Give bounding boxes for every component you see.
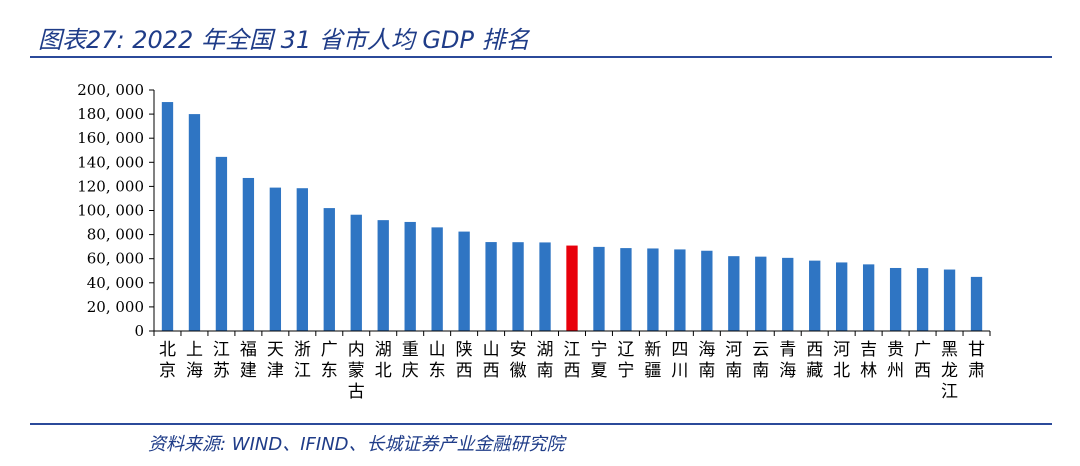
y-tick-label: 120, 000 <box>77 177 144 195</box>
x-category-label: 云南 <box>752 340 769 381</box>
x-category-label: 陕西 <box>456 340 473 381</box>
x-category-label: 浙江 <box>294 340 311 381</box>
y-tick-label: 60, 000 <box>87 250 144 268</box>
x-category-label: 辽宁 <box>617 340 634 381</box>
x-category-label: 北京 <box>159 340 176 381</box>
bar-13 <box>485 242 497 331</box>
x-category-label: 海南 <box>698 340 715 381</box>
x-category-label: 吉林 <box>860 340 877 381</box>
x-category-label: 贵州 <box>887 340 904 381</box>
x-category-label: 宁夏 <box>590 340 607 381</box>
y-tick-label: 180, 000 <box>77 105 144 123</box>
bar-5 <box>269 187 282 331</box>
bar-30 <box>943 269 956 331</box>
y-tick-label: 0 <box>134 322 144 340</box>
bar-16 <box>566 245 578 331</box>
x-category-label: 青海 <box>779 340 796 381</box>
bar-14 <box>512 242 524 331</box>
bar-6 <box>296 188 308 331</box>
x-category-label: 新疆 <box>644 340 661 381</box>
x-category-label: 上海 <box>186 340 203 381</box>
bar-15 <box>539 242 551 331</box>
y-tick-label: 200, 000 <box>77 81 144 99</box>
y-tick-label: 100, 000 <box>77 202 144 220</box>
y-tick-label: 160, 000 <box>77 129 144 147</box>
x-category-label: 广西 <box>914 340 931 381</box>
x-category-label: 四川 <box>671 340 688 381</box>
bar-7 <box>323 208 335 331</box>
bar-24 <box>782 257 794 331</box>
x-category-label: 黑龙江 <box>941 340 958 402</box>
bar-18 <box>620 248 632 331</box>
x-category-label: 天津 <box>267 340 284 381</box>
bar-8 <box>350 214 362 331</box>
x-category-label: 内蒙古 <box>348 340 365 402</box>
bar-20 <box>674 249 686 331</box>
bar-3 <box>215 156 228 331</box>
bar-25 <box>809 260 821 331</box>
x-category-label: 江苏 <box>213 340 230 381</box>
y-tick-label: 40, 000 <box>87 274 144 292</box>
bar-21 <box>701 250 713 331</box>
bar-31 <box>970 276 983 331</box>
x-category-label: 河北 <box>833 340 850 381</box>
bar-23 <box>755 256 767 331</box>
y-tick-label: 20, 000 <box>87 298 144 316</box>
x-category-label: 山东 <box>429 340 446 381</box>
bar-9 <box>377 220 389 331</box>
bar-26 <box>836 262 848 331</box>
source-note: 资料来源: WIND、IFIND、长城证券产业金融研究院 <box>148 434 565 455</box>
x-category-label: 山西 <box>483 340 500 381</box>
bar-19 <box>647 248 659 331</box>
x-category-label: 重庆 <box>402 340 419 381</box>
bar-4 <box>242 177 255 331</box>
bar-28 <box>889 267 902 331</box>
x-category-label: 河南 <box>725 340 742 381</box>
bar-17 <box>593 246 605 331</box>
bar-11 <box>431 227 443 331</box>
bar-2 <box>188 114 201 331</box>
x-category-label: 湖南 <box>537 340 554 381</box>
y-tick-label: 80, 000 <box>87 226 144 244</box>
x-category-label: 广东 <box>321 340 338 381</box>
bars <box>161 102 983 331</box>
x-axis: 北京上海江苏福建天津浙江广东内蒙古湖北重庆山东陕西山西安徽湖南江西宁夏辽宁新疆四… <box>153 330 991 402</box>
bar-1 <box>161 102 174 331</box>
footer-rule <box>30 423 1052 425</box>
bar-27 <box>862 264 875 331</box>
chart-title: 图表27: 2022 年全国 31 省市人均 GDP 排名 <box>38 26 530 54</box>
bar-29 <box>916 268 929 331</box>
x-category-label: 江西 <box>564 340 581 381</box>
x-category-label: 湖北 <box>375 340 392 381</box>
x-category-label: 甘肃 <box>968 340 985 381</box>
title-rule <box>30 56 1052 58</box>
bar-12 <box>458 231 470 331</box>
y-axis: 0 20, 000 40, 000 60, 000 80, 000 100, 000 120… <box>77 81 155 340</box>
x-category-label: 西藏 <box>806 340 823 381</box>
bar-10 <box>404 221 416 331</box>
x-category-label: 安徽 <box>510 340 527 381</box>
bar-22 <box>728 256 740 331</box>
y-tick-label: 140, 000 <box>77 153 144 171</box>
x-category-label: 福建 <box>240 340 257 381</box>
